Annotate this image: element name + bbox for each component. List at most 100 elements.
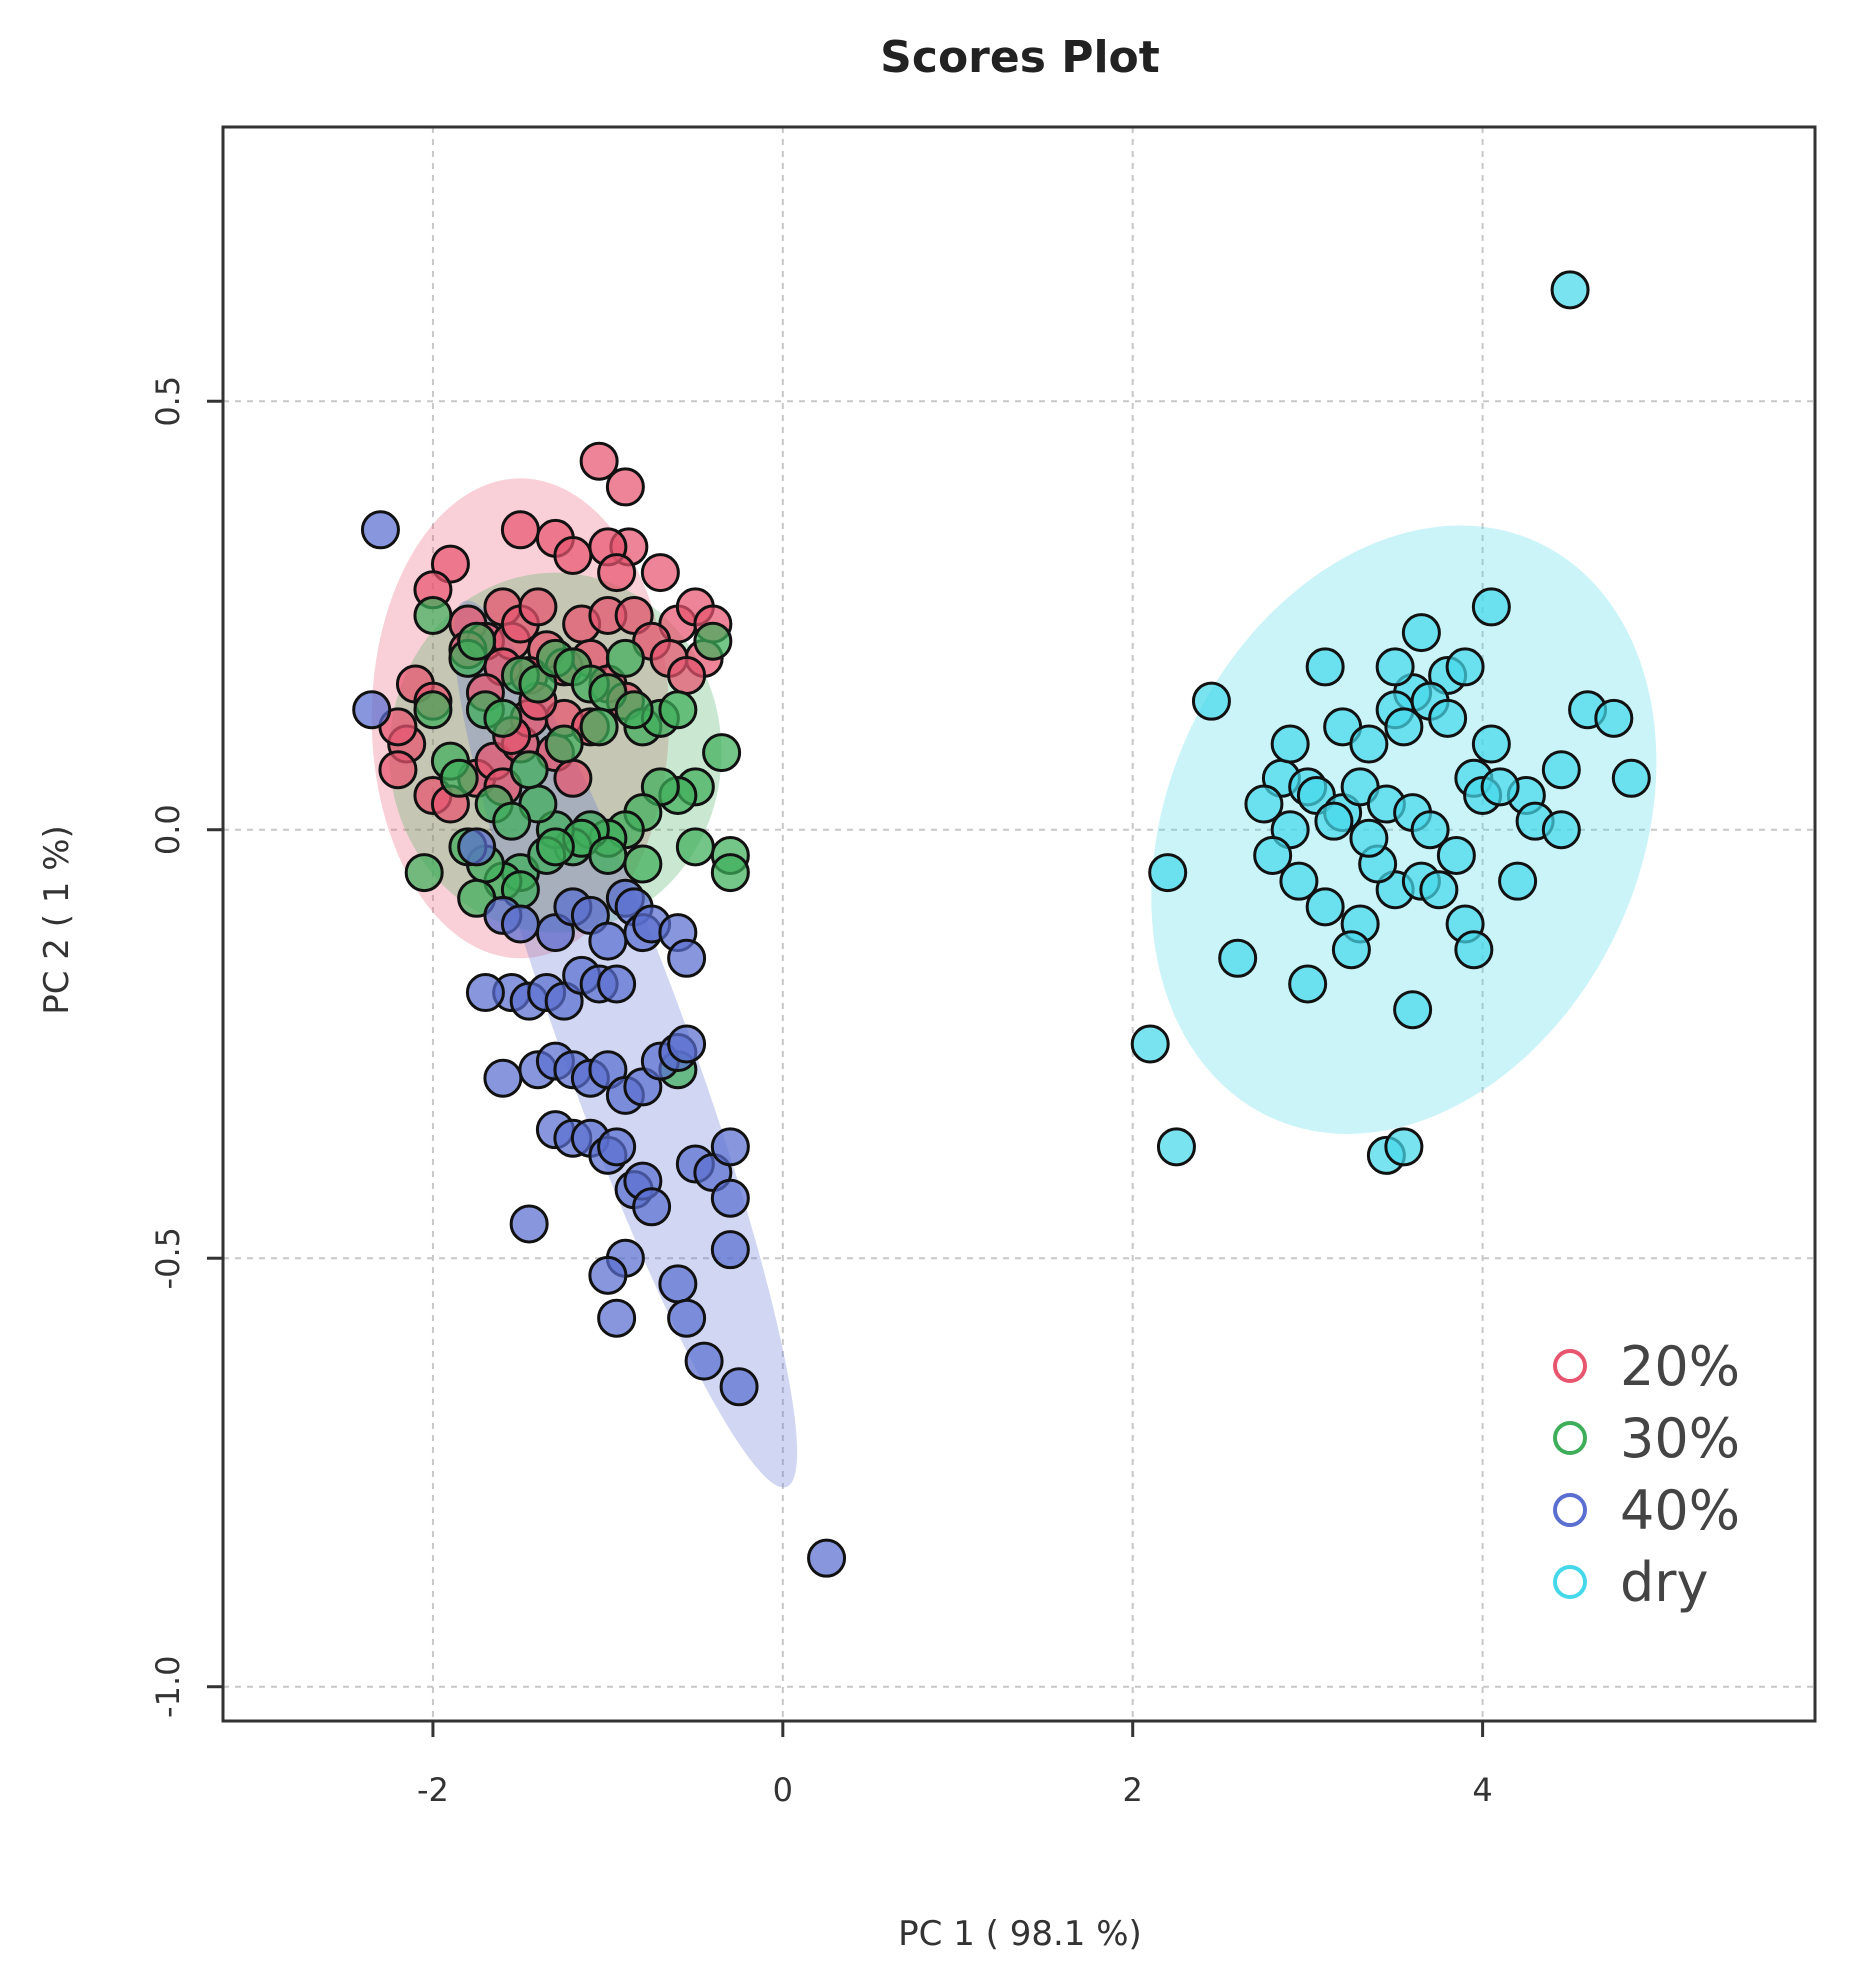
data-point	[667, 655, 707, 695]
data-point	[378, 750, 418, 790]
data-point	[1498, 861, 1538, 901]
x-axis-label: PC 1 ( 98.1 %)	[898, 1914, 1142, 1954]
data-point	[1436, 835, 1476, 875]
data-point	[1419, 870, 1459, 910]
data-point	[1401, 613, 1441, 653]
data-point	[1305, 647, 1345, 687]
data-point	[807, 1538, 847, 1578]
y-tick-label: 0.0	[149, 804, 187, 855]
data-point	[1148, 853, 1188, 893]
legend-marker	[1553, 1349, 1587, 1383]
data-point	[597, 553, 637, 593]
data-point	[1454, 930, 1494, 970]
data-point	[1471, 724, 1511, 764]
data-point	[1156, 1127, 1196, 1167]
data-point	[632, 1187, 672, 1227]
series-dry	[1130, 270, 1651, 1175]
data-point	[588, 1255, 628, 1295]
data-point	[1288, 964, 1328, 1004]
data-point	[1541, 750, 1581, 790]
data-point	[1445, 647, 1485, 687]
data-point	[579, 441, 619, 481]
data-point	[693, 621, 733, 661]
data-point	[597, 964, 637, 1004]
data-point	[1611, 758, 1651, 798]
data-point	[509, 1204, 549, 1244]
data-point	[465, 973, 505, 1013]
plot-frame	[221, 125, 1817, 1723]
data-point	[1253, 835, 1293, 875]
data-points	[352, 270, 1651, 1578]
data-point	[1428, 698, 1468, 738]
data-point	[710, 853, 750, 893]
data-point	[1191, 681, 1231, 721]
data-point	[1375, 647, 1415, 687]
data-point	[1130, 1024, 1170, 1064]
data-point	[1480, 767, 1520, 807]
data-point	[500, 904, 540, 944]
legend-marker	[1553, 1421, 1587, 1455]
x-tick-label: 4	[1472, 1771, 1492, 1809]
data-point	[535, 827, 575, 867]
data-point	[588, 921, 628, 961]
data-point	[1244, 784, 1284, 824]
x-axis: -2 0 2 4	[417, 1721, 1493, 1809]
data-point	[1279, 861, 1319, 901]
data-point	[1384, 1127, 1424, 1167]
data-point	[675, 827, 715, 867]
data-point	[667, 938, 707, 978]
data-point	[500, 510, 540, 550]
data-point	[710, 1127, 750, 1167]
series-30pct	[404, 595, 750, 1090]
data-point	[1270, 724, 1310, 764]
data-point	[597, 1298, 637, 1338]
y-axis: 0.5 0.0 -0.5 -1.0	[149, 376, 223, 1718]
y-tick-label: 0.5	[149, 376, 187, 427]
data-point	[1393, 990, 1433, 1030]
legend-label: 30%	[1620, 1407, 1740, 1470]
y-axis-label: PC 2 ( 1 %)	[37, 825, 77, 1015]
data-point	[544, 724, 584, 764]
data-point	[1594, 698, 1634, 738]
data-point	[457, 827, 497, 867]
data-point	[710, 1230, 750, 1270]
data-point	[413, 595, 453, 635]
data-point	[702, 733, 742, 773]
data-point	[719, 1367, 759, 1407]
data-point	[518, 587, 558, 627]
data-point	[1410, 810, 1450, 850]
data-point	[483, 698, 523, 738]
legend-label: dry	[1620, 1551, 1708, 1614]
data-point	[1349, 818, 1389, 858]
y-tick-label: -1.0	[149, 1656, 187, 1718]
data-point	[614, 690, 654, 730]
data-point	[553, 535, 593, 575]
x-tick-label: 2	[1123, 1771, 1143, 1809]
data-point	[623, 844, 663, 884]
data-point	[457, 621, 497, 661]
data-point	[1541, 810, 1581, 850]
data-point	[1218, 938, 1258, 978]
data-point	[684, 1341, 724, 1381]
x-tick-label: 0	[773, 1771, 793, 1809]
data-point	[483, 1058, 523, 1098]
series-40pct	[352, 510, 847, 1578]
data-point	[492, 801, 532, 841]
data-point	[1305, 887, 1345, 927]
data-point	[413, 690, 453, 730]
data-point	[439, 758, 479, 798]
data-point	[1471, 587, 1511, 627]
data-point	[360, 510, 400, 550]
data-point	[509, 750, 549, 790]
legend: 20% 30% 40% dry	[1553, 1335, 1740, 1614]
data-point	[667, 1298, 707, 1338]
data-point	[605, 467, 645, 507]
y-tick-label: -0.5	[149, 1227, 187, 1289]
data-point	[710, 1178, 750, 1218]
data-point	[352, 690, 392, 730]
data-point	[579, 707, 619, 747]
data-point	[1331, 930, 1371, 970]
data-point	[1314, 801, 1354, 841]
x-tick-label: -2	[417, 1771, 449, 1809]
